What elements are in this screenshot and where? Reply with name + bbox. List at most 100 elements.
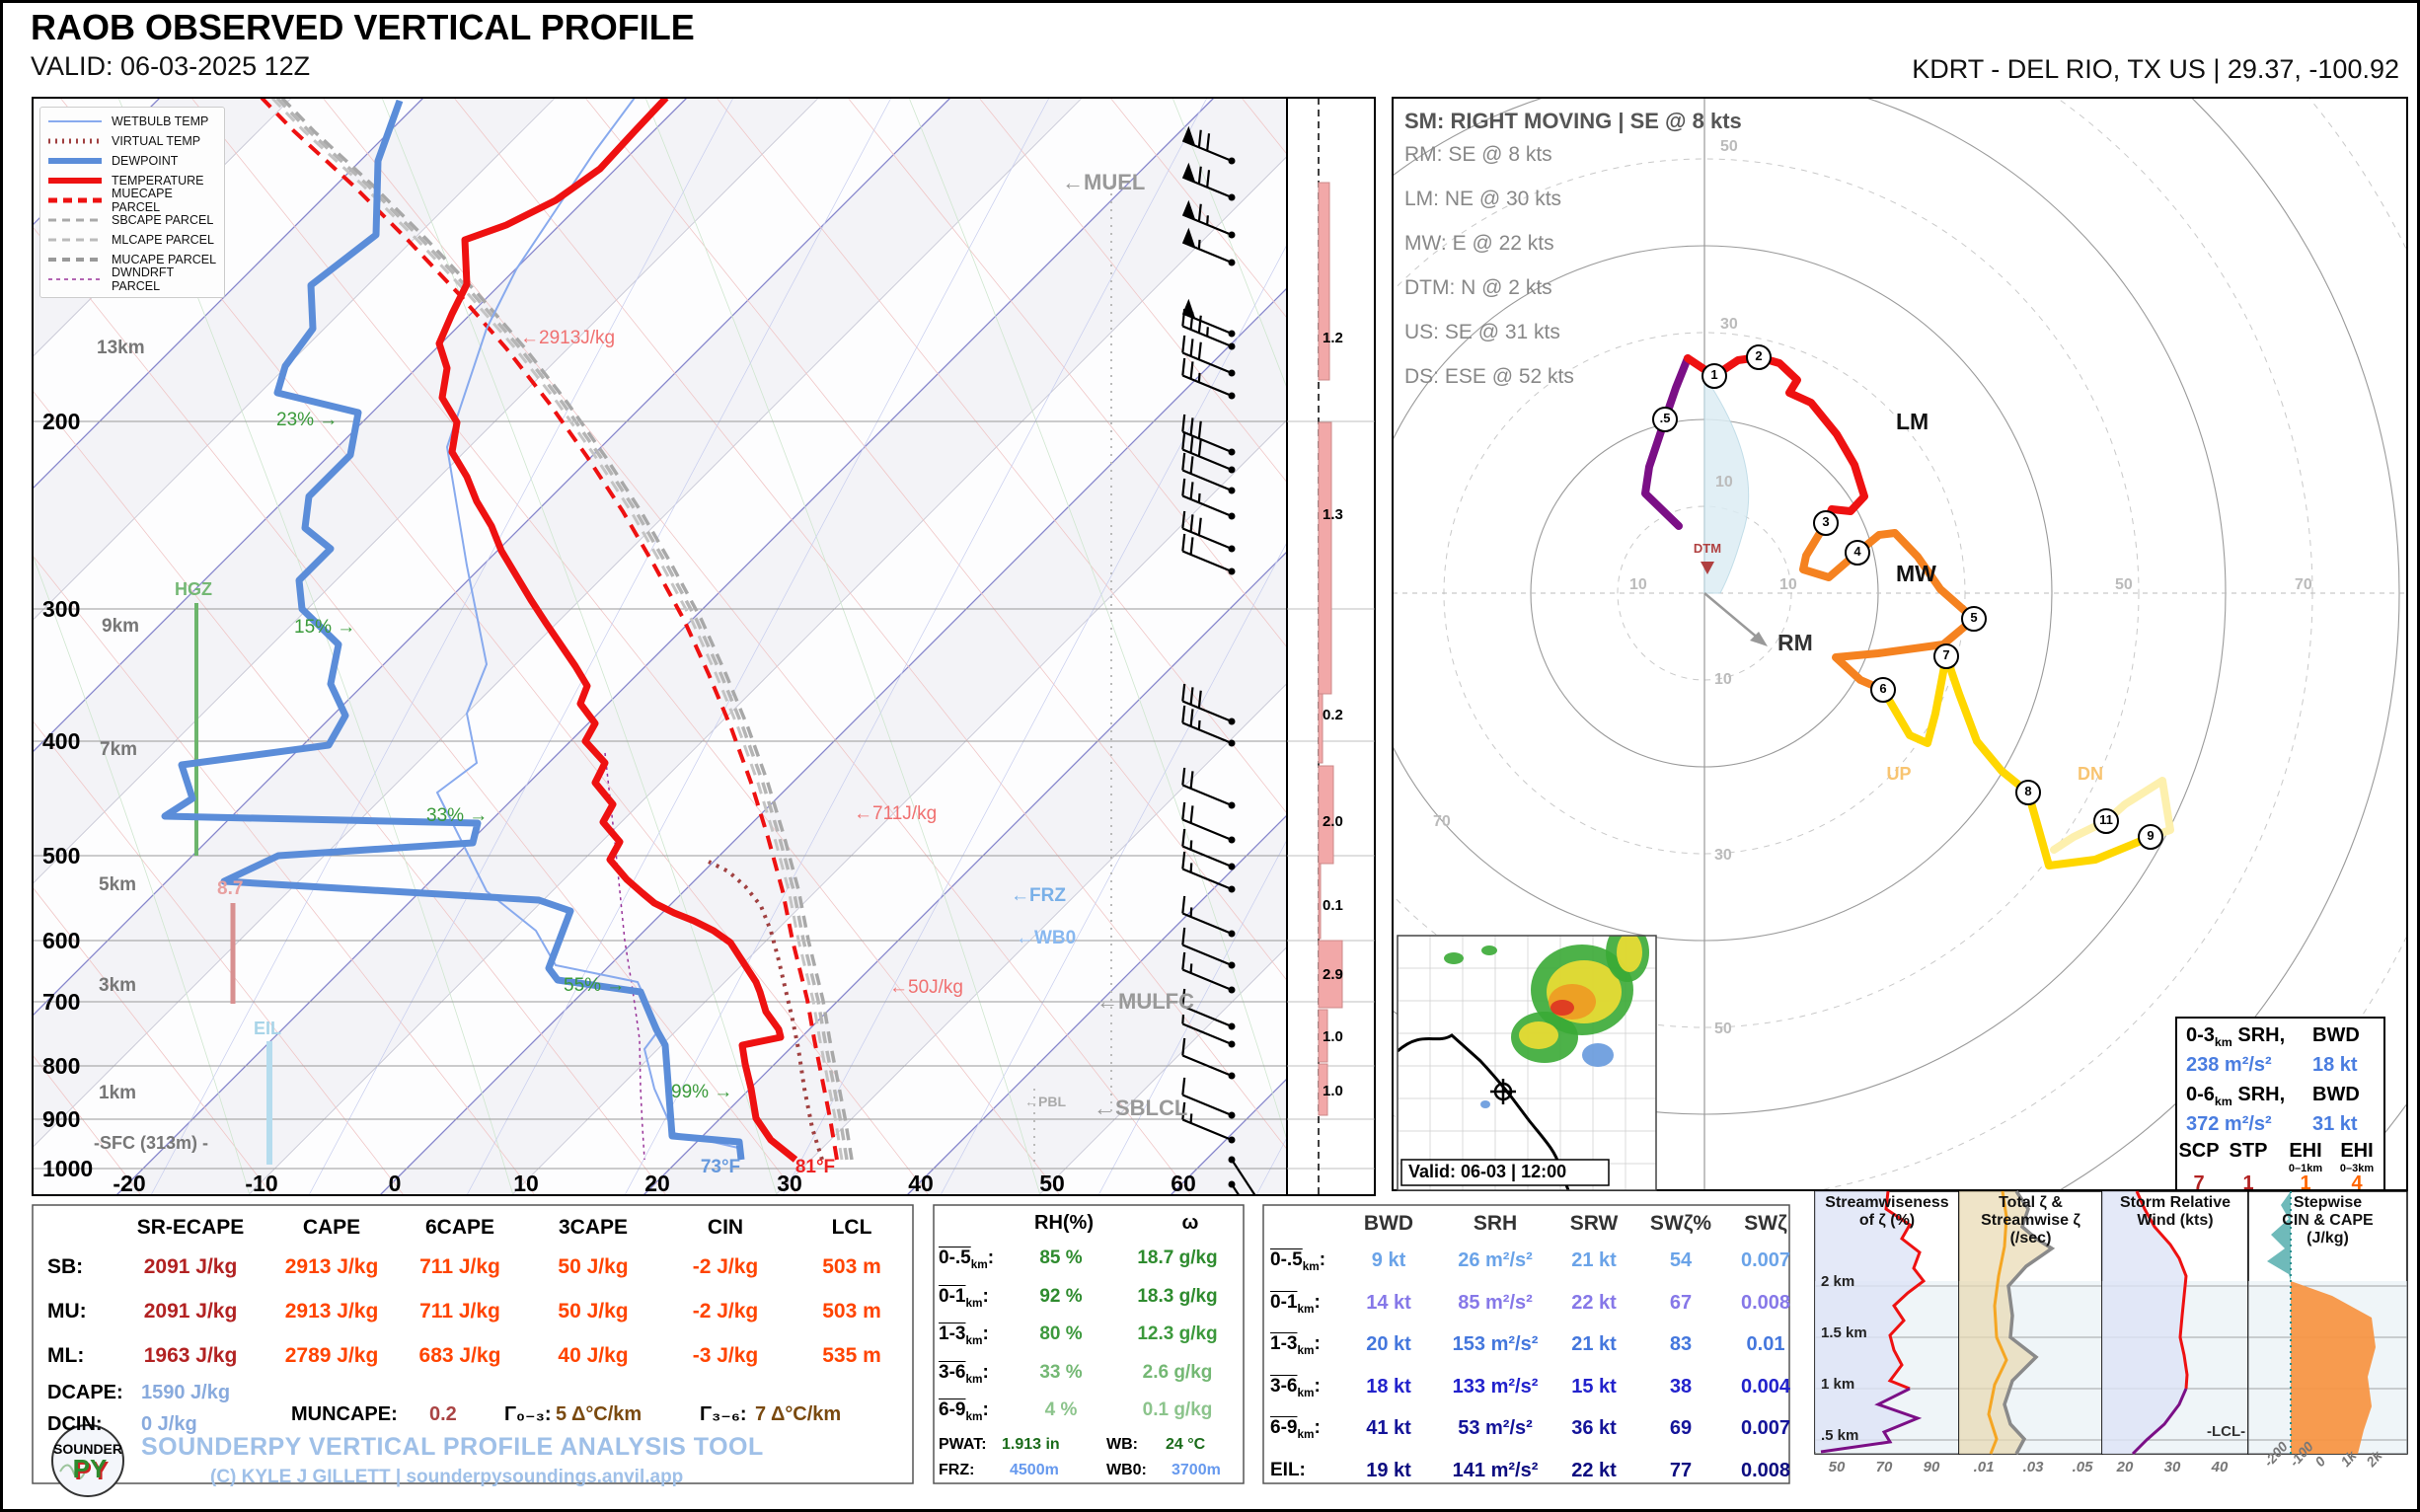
valid-time: VALID: 06-03-2025 12Z (31, 51, 311, 81)
gamma36-value: 7 Δ°C/km (755, 1403, 842, 1425)
dcin-value: 0 J/kg (141, 1413, 197, 1435)
height-marker-label: .5 (1659, 411, 1671, 425)
hodo-ring-label: 70 (1433, 813, 1451, 830)
shear-row-label: 0-1km: (1270, 1291, 1321, 1316)
lcl-annotation: -LCL- (2207, 1423, 2246, 1440)
height-marker-label: 7 (1942, 647, 1950, 662)
thermo-value: 2091 J/kg (143, 1300, 238, 1323)
mucape-parcel-line (280, 98, 854, 1161)
dtm-label: DTM (1693, 541, 1722, 556)
temp-tick: 10 (513, 1171, 539, 1196)
level-annotation: ←MUEL (1062, 170, 1146, 194)
inset-title: (/sec) (2009, 1230, 2052, 1247)
height-label: 9km (102, 616, 140, 637)
shear-value: 133 m²/s² (1452, 1375, 1539, 1398)
shear-row-label: 0-.5km: (1270, 1249, 1326, 1273)
omega-bar (1318, 421, 1332, 695)
sm-label: SM: RIGHT MOVING | SE @ 8 kts (1404, 109, 1742, 133)
rm-arrow (1750, 632, 1768, 646)
shear-value: 0.007 (1740, 1249, 1791, 1271)
sfc-dewpoint: 73°F (700, 1157, 741, 1177)
inset-title: CIN & CAPE (2282, 1212, 2374, 1229)
muecape-parcel-line (260, 98, 839, 1161)
dn-label: DN (2078, 764, 2103, 784)
level-annotation: ←MULFC (1097, 989, 1194, 1014)
omega-bar-value: 0.2 (1323, 707, 1343, 723)
skewt-legend: WETBULB TEMP VIRTUAL TEMP DEWPOINT TEMPERAT… (39, 107, 225, 298)
rh-annotation: 23% → (276, 410, 339, 430)
thermo-value: 40 J/kg (558, 1344, 629, 1367)
height-marker-label: 6 (1879, 681, 1887, 696)
omega-bar-value: 1.0 (1323, 1028, 1343, 1045)
inset-title: (J/kg) (2307, 1230, 2349, 1247)
omega-bar (1318, 182, 1330, 381)
storm-motion-item: LM: NE @ 30 kts (1404, 188, 1562, 210)
shear-value: 26 m²/s² (1458, 1249, 1533, 1271)
pressure-tick: 1000 (42, 1156, 94, 1181)
legend-item: MUCAPE PARCEL (48, 253, 217, 266)
srh-box-row: 0-3km SRH, (2186, 1024, 2286, 1049)
height-marker-label: 1 (1710, 367, 1718, 382)
shear-value: 0.01 (1746, 1333, 1785, 1355)
level-annotation: ←WB0 (1016, 928, 1077, 948)
thermo-value: 503 m (822, 1255, 881, 1278)
legend-item: MLCAPE PARCEL (48, 233, 214, 247)
inset-xtick: 20 (2116, 1459, 2134, 1475)
shear-value: 69 (1669, 1417, 1693, 1439)
legend-item: TEMPERATURE (48, 174, 204, 188)
level-annotation: ←PBL (1024, 1094, 1066, 1109)
shear-value: 22 kt (1571, 1291, 1617, 1314)
sfc-temp: 81°F (794, 1157, 836, 1177)
page-title: RAOB OBSERVED VERTICAL PROFILE (31, 7, 695, 47)
shear-value: 14 kt (1366, 1291, 1411, 1314)
hodograph-trace (2050, 777, 2174, 854)
inset-title: Wind (kts) (2137, 1212, 2214, 1229)
radar-map (1398, 936, 1656, 1190)
footer-line1: SOUNDERPY VERTICAL PROFILE ANALYSIS TOOL (141, 1433, 764, 1461)
virtual-temp-line (708, 860, 824, 1161)
rh-row-label: 3-6km: (939, 1361, 989, 1386)
hodo-ring-label: 50 (2115, 576, 2133, 593)
shear-value: 0.008 (1740, 1459, 1791, 1481)
height-marker (1813, 510, 1839, 536)
rh-value: 85 % (1039, 1247, 1083, 1268)
thermo-header: CIN (707, 1216, 744, 1239)
cape-annotation: ←711J/kg (854, 803, 938, 824)
dtm-marker (1701, 562, 1714, 574)
shear-header: SRW (1569, 1212, 1619, 1235)
legend-item: DWNDRFT PARCEL (48, 265, 174, 293)
wetbulb-line (435, 98, 742, 1161)
inset-xtick: 30 (2163, 1459, 2181, 1475)
temp-tick: -20 (113, 1171, 146, 1196)
thermo-row-label: ML: (47, 1344, 85, 1367)
temp-tick: 40 (908, 1171, 934, 1196)
footer-line2: (C) KYLE J GILLETT | sounderpysoundings.… (210, 1467, 684, 1487)
shear-value: 83 (1669, 1333, 1693, 1355)
height-label: 3km (99, 975, 137, 996)
height-marker-label: 2 (1755, 348, 1763, 363)
index-header: EHI (2289, 1140, 2322, 1162)
thermo-value: 2789 J/kg (284, 1344, 379, 1367)
omega-bar-value: 0.1 (1323, 897, 1343, 914)
hodo-ring-label: 50 (1720, 138, 1738, 155)
shear-value: 77 (1669, 1459, 1693, 1481)
inset-ylabel: 1.5 km (1821, 1324, 1867, 1341)
mixing-ratio-value: 0.1 g/kg (1142, 1399, 1213, 1420)
mixing-ratio-value: 2.6 g/kg (1142, 1361, 1213, 1383)
shear-value: 38 (1669, 1375, 1693, 1398)
omega-bar (1318, 940, 1343, 1009)
mw-label: MW (1896, 561, 1936, 586)
hodo-ring-label: 10 (1629, 576, 1647, 593)
rh-header: RH(%) (1034, 1212, 1094, 1234)
thermo-header: 6CAPE (424, 1216, 495, 1239)
thermo-value: 2913 J/kg (284, 1300, 379, 1323)
shear-value: 36 kt (1571, 1417, 1617, 1439)
index-value: 4 (2351, 1172, 2363, 1194)
index-sub: 0–3km (2339, 1163, 2375, 1174)
hgz-label: HGZ (175, 579, 212, 599)
rh-value: 80 % (1039, 1323, 1083, 1344)
omega-header: ω (1181, 1212, 1199, 1234)
shear-value: 18 kt (1366, 1375, 1411, 1398)
rm-label: RM (1777, 630, 1813, 655)
rh-row-label: 1-3km: (939, 1323, 989, 1347)
